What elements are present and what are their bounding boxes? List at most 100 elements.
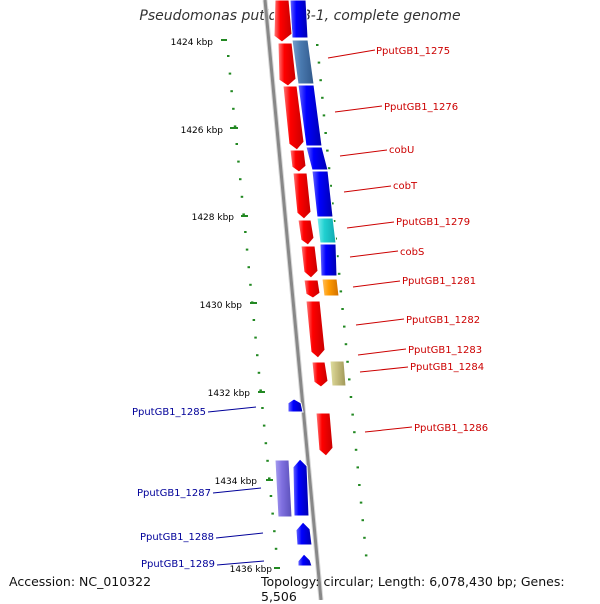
gene-label-PputGB1_1284[interactable]: PputGB1_1284 [410, 362, 484, 373]
ruler-tick-1424: 1424 kbp [171, 38, 227, 48]
gene-arrow-1275[interactable] [273, 0, 293, 43]
ruler-track-left [227, 55, 278, 550]
ruler-minor-tick [348, 378, 351, 381]
ruler-minor-tick [232, 107, 235, 110]
ruler-minor-tick [274, 547, 278, 550]
ruler-minor-tick [349, 396, 353, 398]
gene-bar-1284[interactable] [329, 360, 347, 387]
ruler-minor-tick [268, 477, 271, 480]
gene-bar-1281[interactable] [321, 278, 340, 297]
ruler-minor-tick [261, 407, 264, 409]
gene-label-PputGB1_1275[interactable]: PputGB1_1275 [376, 46, 450, 57]
ruler: 1424 kbp 1426 kbp 1428 kbp 1430 kbp 1432… [171, 38, 280, 575]
ruler-minor-tick [240, 195, 244, 198]
ruler-minor-tick [233, 125, 237, 128]
ruler-label-1426: 1426 kbp [181, 126, 224, 136]
gene-label-PputGB1_1282[interactable]: PputGB1_1282 [406, 315, 480, 326]
ruler-minor-tick [259, 389, 262, 392]
gene-label-PputGB1_1287[interactable]: PputGB1_1287 [137, 488, 211, 499]
gene-track-left [274, 398, 313, 567]
gene-bar-1276[interactable] [297, 84, 323, 147]
ruler-minor-tick [361, 519, 364, 522]
gene-label-PputGB1_1281[interactable]: PputGB1_1281 [402, 276, 476, 287]
gene-arrow-1276[interactable] [282, 85, 305, 151]
ruler-minor-tick [257, 371, 261, 374]
gene-bar-cobS[interactable] [319, 243, 338, 277]
ruler-label-1434: 1434 kbp [215, 477, 258, 487]
ruler-minor-tick [341, 308, 344, 310]
gene-arrow-1287[interactable] [292, 458, 310, 517]
gene-bar-1275[interactable] [289, 0, 309, 39]
ruler-label-1424: 1424 kbp [171, 38, 214, 48]
gene-label-PputGB1_1289[interactable]: PputGB1_1289 [141, 559, 215, 570]
gene-bar-1275b[interactable] [291, 39, 315, 85]
ruler-minor-tick [354, 448, 358, 451]
gene-arrow-1286[interactable] [315, 412, 334, 457]
gene-label-PputGB1_1285[interactable]: PputGB1_1285 [132, 407, 206, 418]
ruler-minor-tick [235, 143, 238, 145]
ruler-minor-tick [242, 213, 245, 216]
gene-arrow-cobS[interactable] [300, 245, 319, 279]
ruler-minor-tick [244, 231, 247, 233]
ruler-minor-tick [346, 360, 349, 363]
ruler-minor-tick [256, 354, 259, 357]
gene-label-PputGB1_1286[interactable]: PputGB1_1286 [414, 423, 488, 434]
ruler-minor-tick [343, 325, 346, 328]
gene-label-PputGB1_1276[interactable]: PputGB1_1276 [384, 102, 458, 113]
gene-label-PputGB1_1279[interactable]: PputGB1_1279 [396, 217, 470, 228]
ruler-minor-tick [329, 184, 332, 187]
ruler-tick-1430: 1430 kbp [200, 301, 257, 311]
ruler-tick-1426: 1426 kbp [181, 126, 238, 136]
gene-arrow-1283[interactable] [311, 361, 329, 388]
gene-bar-1279[interactable] [316, 217, 337, 244]
ruler-minor-tick [269, 495, 273, 497]
ruler-minor-tick [353, 431, 356, 434]
gene-arrow-1282[interactable] [305, 300, 326, 359]
ruler-minor-tick [344, 343, 348, 346]
ruler-label-1436: 1436 kbp [230, 565, 273, 575]
gene-arrow-1288[interactable] [295, 521, 313, 546]
ruler-tick-1436: 1436 kbp [230, 565, 280, 575]
gene-bar-1287[interactable] [274, 459, 293, 518]
gene-arrow-1285[interactable] [287, 398, 304, 413]
ruler-minor-tick [337, 272, 341, 275]
ruler-minor-tick [332, 220, 336, 222]
ruler-tick-1428: 1428 kbp [192, 213, 248, 223]
ruler-label-1430: 1430 kbp [200, 301, 243, 311]
gene-bar-cobT[interactable] [311, 170, 334, 218]
ruler-minor-tick [358, 484, 361, 486]
ruler-minor-tick [322, 114, 326, 117]
ruler-minor-tick [239, 178, 242, 181]
ruler-minor-tick [321, 96, 324, 99]
ruler-minor-tick [327, 167, 331, 170]
gene-arrow-1279[interactable] [297, 219, 315, 246]
ruler-minor-tick [247, 266, 250, 269]
gene-label-cobU[interactable]: cobU [389, 145, 414, 156]
gene-arrow-cobU[interactable] [289, 149, 307, 173]
ruler-minor-tick [319, 79, 322, 82]
gene-label-cobS[interactable]: cobS [400, 247, 424, 258]
ruler-minor-tick [230, 90, 233, 93]
ruler-minor-tick [262, 424, 266, 427]
gene-label-PputGB1_1283[interactable]: PputGB1_1283 [408, 345, 482, 356]
ruler-track-right [316, 44, 368, 557]
ruler-minor-tick [336, 255, 339, 258]
ruler-minor-tick [254, 336, 257, 339]
gene-arrow-1275b[interactable] [277, 42, 297, 87]
ruler-minor-tick [245, 248, 249, 251]
ruler-minor-tick [252, 319, 256, 321]
gene-bar-cobU[interactable] [305, 146, 329, 171]
gene-label-cobT[interactable]: cobT [393, 181, 418, 192]
gene-arrow-cobT[interactable] [292, 172, 312, 220]
gene-arrow-1289[interactable] [297, 553, 313, 567]
gene-arrow-1281[interactable] [303, 279, 321, 299]
ruler-minor-tick [356, 466, 359, 469]
ruler-minor-tick [227, 55, 230, 57]
ruler-minor-tick [351, 413, 354, 416]
ruler-minor-tick [271, 512, 274, 515]
gene-label-PputGB1_1288[interactable]: PputGB1_1288 [140, 532, 214, 543]
ruler-minor-tick [364, 554, 368, 557]
ruler-tick-1432: 1432 kbp [208, 389, 265, 399]
ruler-minor-tick [249, 283, 252, 286]
